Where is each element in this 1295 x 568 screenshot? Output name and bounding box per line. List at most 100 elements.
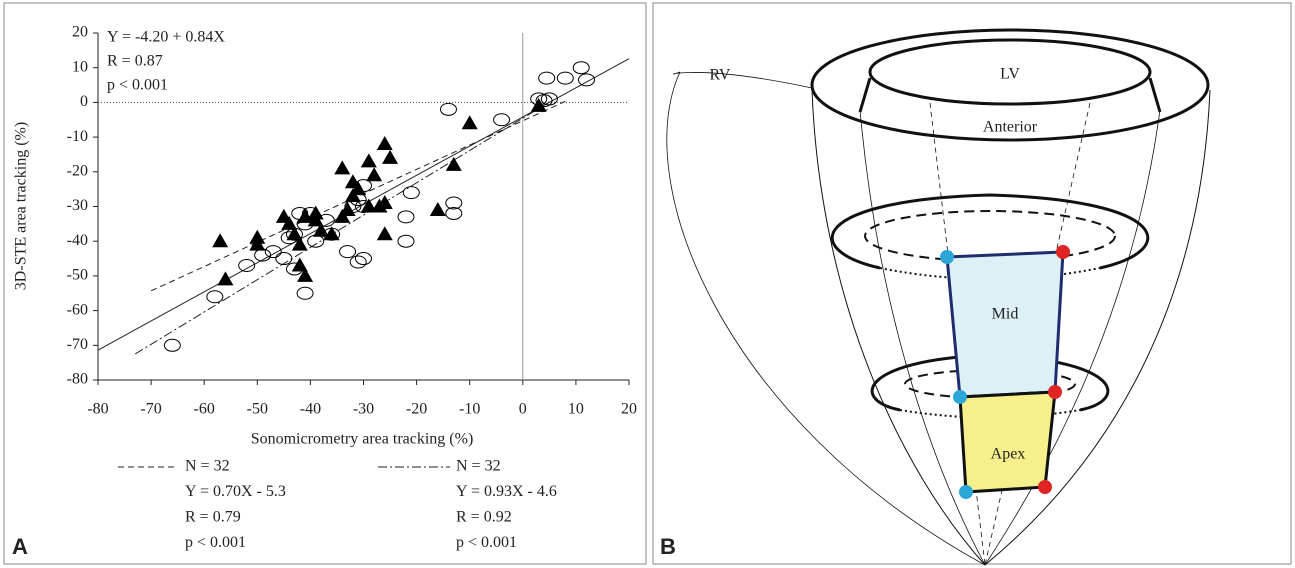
x-tick-label: -30 [353,401,374,418]
fit-line [150,100,566,292]
x-tick-label: -10 [459,401,480,418]
diagram-label: RV [710,67,731,84]
data-point [296,286,314,300]
y-tick-label: 0 [80,93,88,110]
annotation: R = 0.87 [107,53,163,70]
data-point [530,97,547,112]
diagram-label: LV [1000,66,1020,83]
y-tick-label: -20 [67,162,88,179]
data-point [382,149,399,164]
data-point [163,338,181,352]
y-tick-label: -50 [67,267,88,284]
legend-text: p < 0.001 [185,534,246,551]
marker-dot [1038,480,1052,494]
data-point [212,233,229,248]
legend-text: Y = 0.70X - 5.3 [185,483,286,500]
data-point [286,226,303,241]
data-point [360,198,377,213]
x-tick-label: -80 [87,401,108,418]
marker-dot [1056,245,1070,259]
x-tick-label: -20 [406,401,427,418]
data-point [535,94,553,108]
data-point [461,115,478,130]
y-tick-label: -60 [67,301,88,318]
data-point [275,252,293,266]
data-point [355,252,372,266]
legend-text: R = 0.79 [185,509,241,526]
apex-segment [958,390,1057,494]
data-point [307,205,324,220]
fit-line [134,101,550,355]
data-point [538,71,556,85]
marker-dot [959,485,973,499]
data-point [281,215,298,230]
mid-ring-inner [864,210,1116,262]
data-point [334,160,351,175]
legend-text: N = 32 [185,458,230,475]
data-point [397,234,415,248]
data-point [297,267,314,282]
panel-label: A [12,534,28,559]
y-tick-label: -30 [67,197,88,214]
x-axis-label: Sonomicrometry area tracking (%) [251,431,474,448]
mid-segment [945,250,1065,399]
annotation: Y = -4.20 + 0.84X [107,29,225,46]
legend-text: N = 32 [456,458,501,475]
data-point [376,195,393,210]
y-axis-label: 3D-STE area tracking (%) [13,122,30,290]
data-point [556,71,574,85]
x-tick-label: -50 [247,401,268,418]
data-point [397,210,415,224]
x-tick-label: -40 [300,401,321,418]
x-tick-label: -60 [194,401,215,418]
data-point [313,222,330,237]
data-point [264,245,282,259]
y-tick-label: -10 [67,128,88,145]
x-tick-label: 10 [568,401,584,418]
data-point [217,271,234,286]
annotation: p < 0.001 [107,77,168,94]
y-tick-label: -40 [67,232,88,249]
marker-dot [940,250,954,264]
data-point [493,113,511,127]
data-point [291,236,308,251]
base-wall [858,77,1162,113]
data-point [572,61,590,75]
data-point [439,102,457,116]
data-point [376,226,393,241]
data-point [206,290,224,304]
x-tick-label: 20 [621,401,637,418]
legend-text: R = 0.92 [456,509,512,526]
mid-ring [830,193,1150,270]
data-point [445,206,463,220]
y-tick-label: 10 [72,58,88,75]
data-point [339,245,357,259]
data-point [366,167,383,182]
x-tick-label: -70 [140,401,161,418]
heart-diagram [666,28,1211,566]
panel-frame [652,2,1292,565]
data-point [339,201,356,216]
data-point [402,186,420,200]
panel-label: B [660,534,676,559]
data-point [323,226,340,241]
data-point [238,258,256,272]
y-tick-label: -70 [67,336,88,353]
diagram-label: Anterior [983,119,1038,136]
y-tick-label: -80 [67,371,88,388]
data-point [360,153,377,168]
data-point [429,201,446,216]
base-inner [868,38,1152,106]
legend-text: Y = 0.93X - 4.6 [456,483,557,500]
data-point [376,136,393,151]
legend-text: p < 0.001 [456,534,517,551]
data-point [349,255,367,269]
data-point [350,181,367,196]
rv-outline [666,71,986,566]
panel-frame [3,2,647,565]
cone-wall [811,89,1211,566]
diagram-label: Mid [992,306,1019,323]
marker-dot [953,390,967,404]
